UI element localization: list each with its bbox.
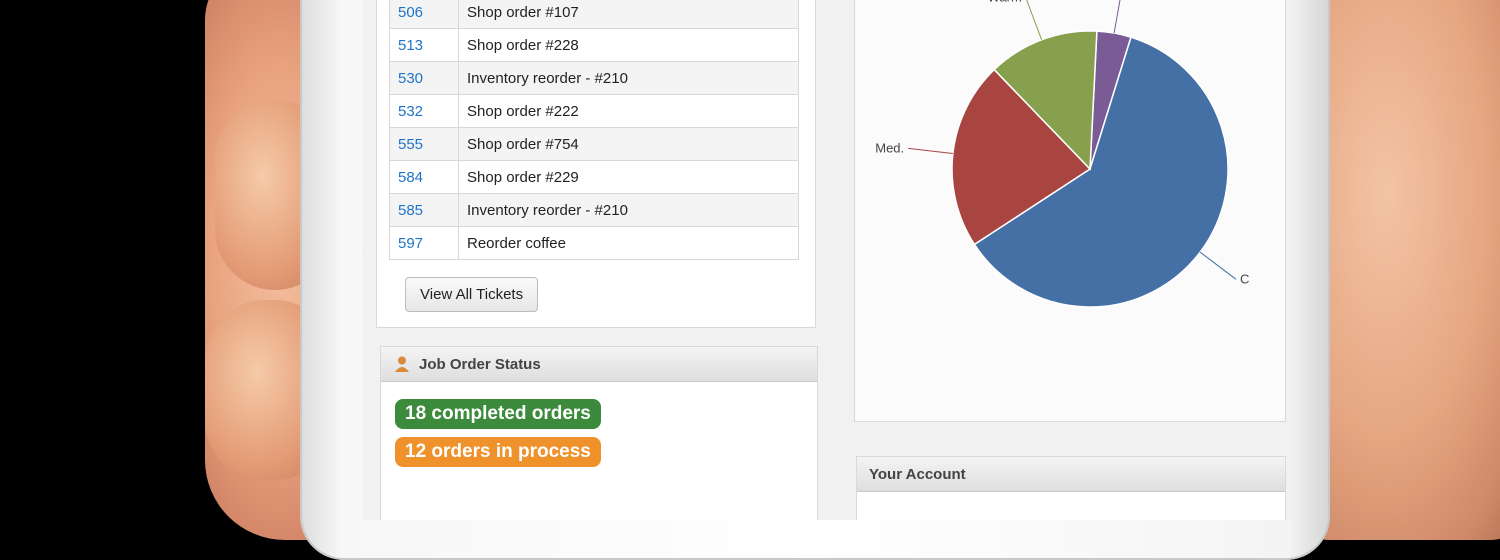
table-row[interactable]: 532 Shop order #222: [389, 94, 799, 128]
ticket-id-link[interactable]: 585: [389, 193, 459, 227]
ticket-title: Shop order #228: [458, 28, 799, 62]
chart-panel: HotCMed.Warm: [854, 0, 1286, 422]
your-account-title: Your Account: [869, 465, 966, 483]
table-row[interactable]: 585 Inventory reorder - #210: [389, 193, 799, 227]
table-row[interactable]: 513 Shop order #228: [389, 28, 799, 62]
ticket-title: Shop order #229: [458, 160, 799, 194]
ticket-id-link[interactable]: 513: [389, 28, 459, 62]
pie-chart: HotCMed.Warm: [875, 0, 1249, 308]
your-account-header: Your Account: [857, 457, 1285, 492]
tablet-screen: 506 Shop order #107 513 Shop order #228 530 I…: [362, 0, 1292, 520]
pie-slice-c[interactable]: [973, 36, 1229, 308]
pie-label-line: [908, 147, 953, 154]
view-all-tickets-button[interactable]: View All Tickets: [405, 277, 539, 312]
ticket-title: Shop order #107: [458, 0, 799, 29]
pie-label-line: [1113, 0, 1121, 34]
pie-label: Warm: [988, 0, 1022, 5]
job-order-status-panel: Job Order Status 18 completed orders 12 …: [380, 346, 818, 520]
table-row[interactable]: 506 Shop order #107: [389, 0, 799, 29]
ticket-id-link[interactable]: 530: [389, 61, 459, 95]
pie-label: Med.: [875, 140, 904, 155]
job-order-status-title: Job Order Status: [419, 355, 541, 373]
completed-orders-badge[interactable]: 18 completed orders: [395, 399, 601, 429]
your-account-panel: Your Account: [856, 456, 1286, 520]
orders-in-process-badge[interactable]: 12 orders in process: [395, 437, 601, 467]
table-row[interactable]: 530 Inventory reorder - #210: [389, 61, 799, 95]
ticket-title: Inventory reorder - #210: [458, 193, 799, 227]
ticket-title: Reorder coffee: [458, 226, 799, 260]
table-row[interactable]: 584 Shop order #229: [389, 160, 799, 194]
user-icon: [393, 355, 411, 373]
tickets-table: 506 Shop order #107 513 Shop order #228 530 I…: [389, 0, 799, 260]
table-row[interactable]: 555 Shop order #754: [389, 127, 799, 161]
job-order-status-header: Job Order Status: [381, 347, 817, 382]
ticket-title: Inventory reorder - #210: [458, 61, 799, 95]
ticket-id-link[interactable]: 584: [389, 160, 459, 194]
ticket-id-link[interactable]: 506: [389, 0, 459, 29]
ticket-title: Shop order #754: [458, 127, 799, 161]
ticket-id-link[interactable]: 532: [389, 94, 459, 128]
pie-label-line: [1199, 251, 1237, 280]
pie-label-line: [1026, 0, 1043, 40]
tickets-panel: 506 Shop order #107 513 Shop order #228 530 I…: [376, 0, 816, 328]
table-row[interactable]: 597 Reorder coffee: [389, 226, 799, 260]
pie-label: C: [1240, 271, 1249, 286]
ticket-id-link[interactable]: 555: [389, 127, 459, 161]
ticket-id-link[interactable]: 597: [389, 226, 459, 260]
ticket-title: Shop order #222: [458, 94, 799, 128]
